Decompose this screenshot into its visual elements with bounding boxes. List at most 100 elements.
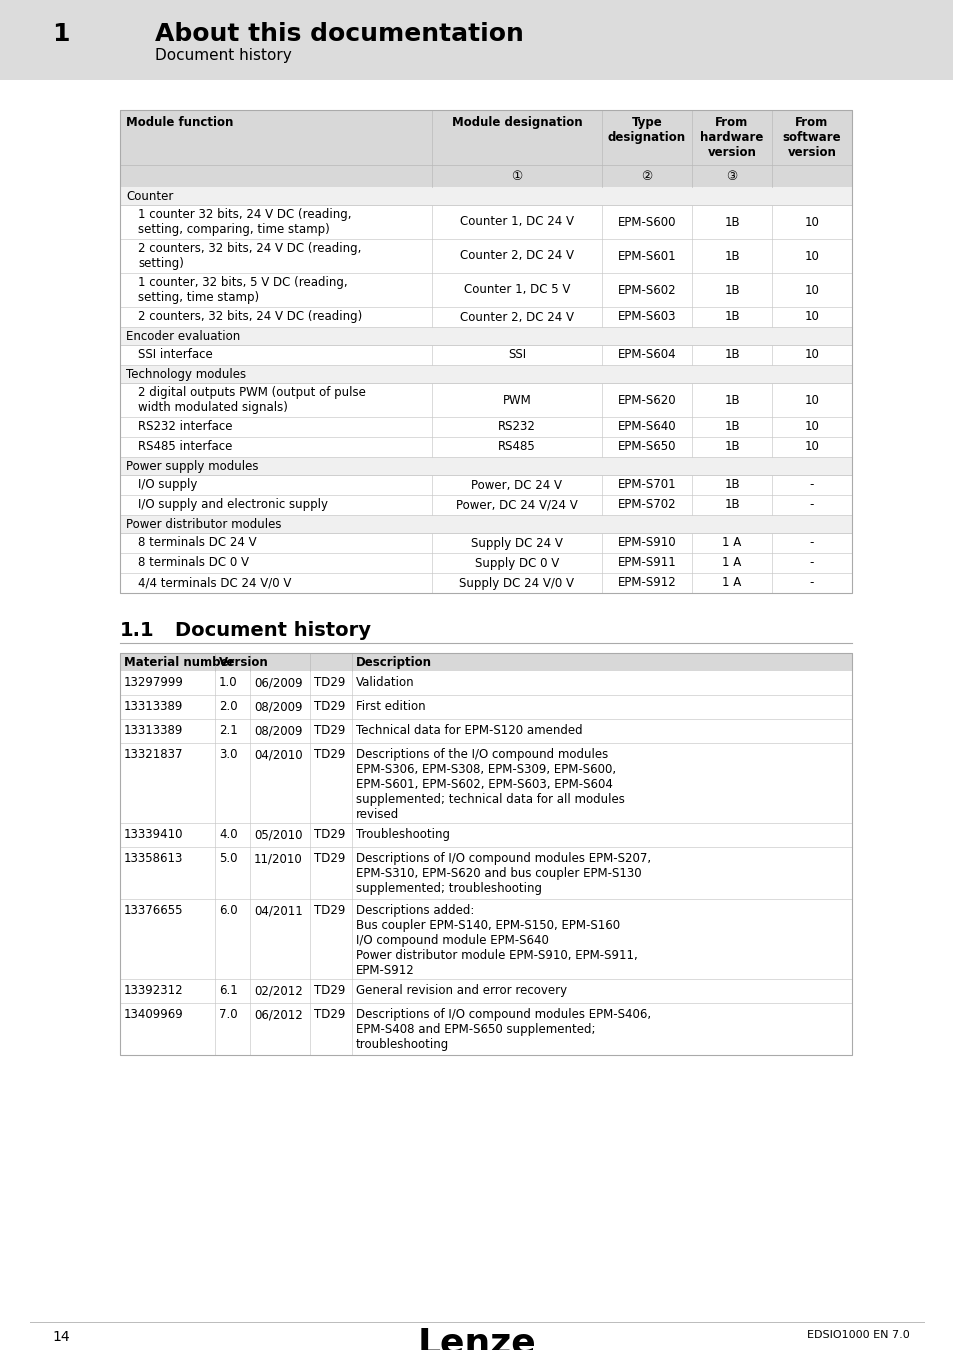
Text: 10: 10	[803, 310, 819, 324]
Bar	[120, 437, 851, 458]
Text: Power supply modules: Power supply modules	[126, 460, 258, 472]
Text: Technology modules: Technology modules	[126, 369, 246, 381]
Bar	[120, 109, 851, 593]
Text: EPM-S910: EPM-S910	[617, 536, 676, 549]
Bar	[120, 273, 851, 306]
Text: Counter 1, DC 24 V: Counter 1, DC 24 V	[459, 216, 574, 228]
Text: Material number: Material number	[124, 656, 234, 670]
Text: I/O supply: I/O supply	[138, 478, 197, 491]
Text: ③: ③	[725, 170, 737, 182]
Text: TD29: TD29	[314, 904, 345, 917]
Bar	[120, 205, 851, 239]
Text: 6.1: 6.1	[219, 984, 237, 998]
Text: TD29: TD29	[314, 748, 345, 761]
Text: -: -	[809, 498, 813, 512]
Text: Encoder evaluation: Encoder evaluation	[126, 329, 240, 343]
Bar	[120, 475, 851, 495]
Text: 8 terminals DC 24 V: 8 terminals DC 24 V	[138, 536, 256, 549]
Text: ②: ②	[640, 170, 652, 182]
Text: Module function: Module function	[126, 116, 233, 130]
Text: 02/2012: 02/2012	[253, 984, 302, 998]
Text: 4/4 terminals DC 24 V/0 V: 4/4 terminals DC 24 V/0 V	[138, 576, 291, 589]
Text: 1 A: 1 A	[721, 576, 740, 590]
Text: SSI interface: SSI interface	[138, 348, 213, 360]
Text: Version: Version	[219, 656, 269, 670]
Text: 10: 10	[803, 216, 819, 228]
Bar	[120, 417, 851, 437]
Text: 06/2012: 06/2012	[253, 1008, 302, 1021]
Text: Counter: Counter	[126, 190, 173, 202]
Bar	[120, 239, 851, 273]
Text: -: -	[809, 478, 813, 491]
Text: 13376655: 13376655	[124, 904, 183, 917]
Text: 10: 10	[803, 284, 819, 297]
Bar	[120, 533, 851, 554]
Text: EPM-S603: EPM-S603	[618, 310, 676, 324]
Text: 1B: 1B	[723, 440, 739, 454]
Text: EDSIO1000 EN 7.0: EDSIO1000 EN 7.0	[806, 1330, 909, 1341]
Text: TD29: TD29	[314, 701, 345, 713]
Text: 1B: 1B	[723, 478, 739, 491]
Bar	[120, 846, 851, 899]
Text: TD29: TD29	[314, 852, 345, 865]
Bar	[120, 824, 851, 846]
Bar	[120, 165, 851, 188]
Text: 1 counter, 32 bits, 5 V DC (reading,
setting, time stamp): 1 counter, 32 bits, 5 V DC (reading, set…	[138, 275, 347, 304]
Text: 1B: 1B	[723, 310, 739, 324]
Bar	[120, 383, 851, 417]
Bar	[120, 653, 851, 1054]
Text: EPM-S911: EPM-S911	[617, 556, 676, 570]
Text: 2.1: 2.1	[219, 724, 237, 737]
Text: Troubleshooting: Troubleshooting	[355, 828, 450, 841]
Text: Power, DC 24 V/24 V: Power, DC 24 V/24 V	[456, 498, 578, 512]
Text: Type
designation: Type designation	[607, 116, 685, 144]
Text: RS232: RS232	[497, 420, 536, 433]
Text: 1B: 1B	[723, 284, 739, 297]
Text: TD29: TD29	[314, 1008, 345, 1021]
Text: Descriptions of I/O compound modules EPM-S406,
EPM-S408 and EPM-S650 supplemente: Descriptions of I/O compound modules EPM…	[355, 1008, 651, 1052]
Text: Power distributor modules: Power distributor modules	[126, 518, 281, 531]
Text: Document history: Document history	[174, 621, 371, 640]
Bar	[120, 695, 851, 720]
Bar	[120, 743, 851, 824]
Text: 2.0: 2.0	[219, 701, 237, 713]
Text: 2 counters, 32 bits, 24 V DC (reading): 2 counters, 32 bits, 24 V DC (reading)	[138, 310, 362, 323]
Text: EPM-S602: EPM-S602	[617, 284, 676, 297]
Text: From
software
version: From software version	[781, 116, 841, 159]
Text: 10: 10	[803, 420, 819, 433]
Text: 10: 10	[803, 250, 819, 262]
Text: Counter 1, DC 5 V: Counter 1, DC 5 V	[463, 284, 570, 297]
Text: Module designation: Module designation	[451, 116, 581, 130]
Bar	[120, 109, 851, 165]
Text: 11/2010: 11/2010	[253, 852, 302, 865]
Text: Counter 2, DC 24 V: Counter 2, DC 24 V	[459, 310, 574, 324]
Text: 7.0: 7.0	[219, 1008, 237, 1021]
Text: General revision and error recovery: General revision and error recovery	[355, 984, 566, 998]
Text: SSI: SSI	[507, 348, 525, 362]
Text: First edition: First edition	[355, 701, 425, 713]
Bar	[120, 188, 851, 205]
Bar	[120, 899, 851, 979]
Text: 10: 10	[803, 348, 819, 362]
Text: EPM-S912: EPM-S912	[617, 576, 676, 590]
Text: Document history: Document history	[154, 49, 292, 63]
Text: 05/2010: 05/2010	[253, 828, 302, 841]
Text: Description: Description	[355, 656, 432, 670]
Text: EPM-S702: EPM-S702	[617, 498, 676, 512]
Text: 13339410: 13339410	[124, 828, 183, 841]
Text: 13313389: 13313389	[124, 724, 183, 737]
Text: 08/2009: 08/2009	[253, 724, 302, 737]
Text: -: -	[809, 556, 813, 570]
Text: Supply DC 24 V: Supply DC 24 V	[471, 536, 562, 549]
Bar	[120, 346, 851, 365]
Text: TD29: TD29	[314, 828, 345, 841]
Text: 8 terminals DC 0 V: 8 terminals DC 0 V	[138, 556, 249, 568]
Text: 1.0: 1.0	[219, 676, 237, 688]
Text: ①: ①	[511, 170, 522, 182]
Bar	[120, 495, 851, 514]
Text: 1.1: 1.1	[120, 621, 154, 640]
Text: 1B: 1B	[723, 498, 739, 512]
Text: Descriptions of the I/O compound modules
EPM-S306, EPM-S308, EPM-S309, EPM-S600,: Descriptions of the I/O compound modules…	[355, 748, 624, 821]
Bar	[120, 364, 851, 383]
Text: 10: 10	[803, 440, 819, 454]
